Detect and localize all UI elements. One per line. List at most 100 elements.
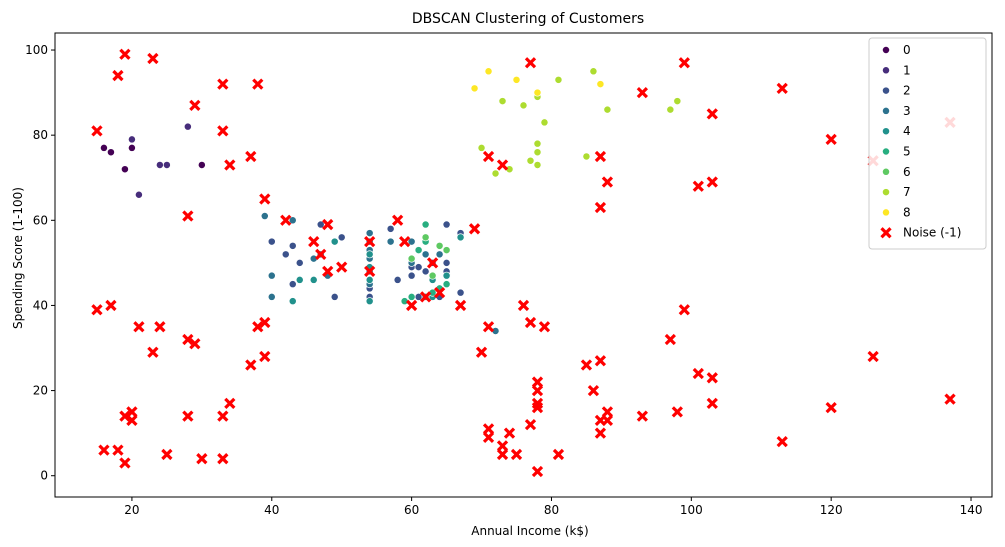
cluster-point	[435, 250, 444, 259]
cluster-point	[288, 216, 297, 225]
plot-frame	[54, 32, 993, 498]
noise-point	[315, 248, 327, 260]
noise-point	[91, 304, 103, 316]
y-tick-label: 40	[33, 298, 48, 312]
noise-point	[259, 193, 271, 205]
cluster-point	[155, 161, 164, 169]
noise-point	[482, 423, 495, 435]
cluster-point	[533, 88, 542, 97]
series-1	[127, 122, 192, 199]
cluster-point	[120, 165, 129, 174]
cluster-point	[106, 148, 115, 157]
cluster-point	[414, 263, 423, 272]
cluster-point	[407, 254, 416, 263]
cluster-point	[330, 292, 339, 301]
legend-label: 8	[903, 205, 911, 219]
legend-label: 7	[903, 185, 911, 199]
cluster-point	[421, 250, 430, 259]
cluster-point	[288, 241, 297, 250]
noise-point	[405, 299, 418, 312]
noise-point	[126, 414, 138, 427]
noise-point	[825, 401, 837, 414]
y-tick-label: 100	[25, 43, 48, 57]
cluster-point	[99, 143, 108, 152]
noise-point	[105, 299, 117, 312]
noise-point	[252, 321, 264, 333]
cluster-point	[386, 224, 395, 233]
cluster-point	[456, 288, 465, 297]
noise-point	[587, 384, 600, 397]
cluster-point	[267, 237, 276, 246]
noise-point	[825, 133, 837, 146]
chart-title: DBSCAN Clustering of Customers	[412, 11, 644, 27]
noise-point	[552, 448, 565, 461]
noise-point	[182, 333, 194, 346]
legend-item: 1	[882, 63, 911, 77]
noise-point	[706, 397, 718, 409]
cluster-point	[407, 237, 416, 246]
noise-point	[664, 333, 676, 346]
legend-marker	[880, 227, 892, 239]
noise-point	[154, 321, 166, 333]
cluster-point	[407, 271, 416, 280]
cluster-point	[512, 75, 521, 84]
legend-item: 7	[882, 185, 911, 199]
noise-point	[524, 316, 537, 329]
noise-point	[468, 223, 481, 235]
noise-point	[245, 359, 257, 371]
noise-point	[482, 321, 495, 333]
noise-point	[678, 304, 690, 316]
noise-point	[531, 401, 544, 414]
legend-item: 4	[882, 124, 911, 138]
legend-item: 3	[882, 104, 911, 118]
legend-marker	[882, 46, 890, 54]
cluster-point	[330, 237, 339, 246]
noise-point	[531, 384, 544, 397]
noise-point	[594, 150, 607, 163]
noise-point	[336, 261, 348, 273]
noise-point	[252, 78, 264, 90]
legend-label: 3	[903, 104, 911, 118]
legend-marker	[882, 147, 890, 156]
cluster-point	[533, 148, 542, 157]
series-9	[91, 48, 956, 478]
legend-marker	[882, 127, 890, 136]
noise-point	[433, 287, 446, 299]
noise-point	[217, 125, 229, 137]
cluster-point	[162, 161, 171, 169]
series-8	[470, 67, 605, 97]
noise-point	[147, 346, 159, 358]
cluster-point	[309, 275, 318, 284]
y-tick-label: 60	[33, 213, 48, 227]
cluster-point	[267, 292, 276, 301]
legend-label: Noise (-1)	[903, 226, 961, 240]
noise-point	[280, 214, 292, 226]
cluster-point	[442, 280, 451, 289]
noise-point	[119, 410, 131, 422]
cluster-point	[288, 297, 297, 306]
cluster-point	[386, 237, 395, 246]
cluster-point	[470, 84, 479, 93]
x-tick-label: 80	[544, 503, 559, 517]
noise-point	[182, 210, 194, 222]
legend-label: 6	[903, 165, 911, 179]
noise-point	[524, 57, 537, 69]
noise-point	[867, 350, 879, 363]
cluster-point	[365, 297, 374, 306]
plot-area	[91, 48, 956, 478]
cluster-point	[477, 143, 486, 152]
noise-point	[776, 436, 788, 448]
noise-point	[594, 355, 607, 367]
y-tick-label: 20	[33, 384, 48, 398]
y-axis-ticks: 0 20 40 60 80 100	[25, 43, 55, 483]
cluster-point	[365, 275, 374, 284]
cluster-point	[281, 250, 290, 259]
noise-point	[426, 257, 439, 269]
noise-point	[224, 159, 236, 171]
noise-point	[217, 410, 229, 422]
legend-label: 4	[903, 124, 911, 138]
y-tick-label: 0	[40, 469, 48, 483]
noise-point	[398, 235, 411, 248]
noise-point	[259, 316, 271, 329]
